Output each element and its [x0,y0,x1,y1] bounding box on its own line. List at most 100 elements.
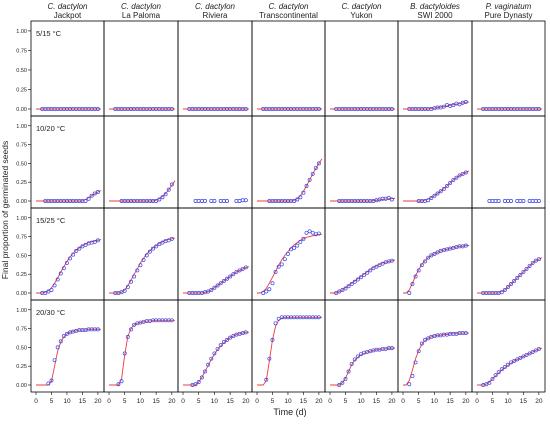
fit-curve [109,319,175,386]
data-point [457,102,462,107]
data-point [270,281,275,286]
data-point [163,192,168,197]
panel [397,115,473,209]
data-point [55,277,60,282]
fit-curve [330,197,396,202]
x-tick-label: 10 [284,398,292,405]
data-point [61,334,66,339]
panel [397,207,473,301]
data-point [352,279,357,284]
column-header-cultivar: Jackpot [54,11,82,20]
data-point [234,269,239,274]
data-point [218,281,223,286]
data-point [435,250,440,255]
data-point [307,177,312,182]
data-point [407,382,412,387]
data-point [463,331,468,336]
x-tick-label: 0 [475,398,479,405]
x-tick-label: 10 [137,398,145,405]
data-point [527,199,532,203]
data-point [209,199,214,203]
data-point [432,251,437,256]
panel-frame [177,115,253,209]
data-point [304,183,309,188]
panel-frame [177,20,253,117]
fit-curve [183,331,249,386]
data-point [533,199,538,203]
x-tick-label: 0 [255,398,259,405]
row-label: 20/30 °C [36,308,66,317]
panel-frame [324,115,399,209]
data-point [160,240,165,245]
column-header-species: C. dactylon [268,2,309,11]
data-point [316,315,321,320]
y-tick-label: 1.00 [16,124,27,130]
data-point [301,190,306,195]
panel-frame [324,207,399,301]
data-point [61,266,66,271]
data-point [463,170,468,175]
data-point [389,197,394,202]
data-point [438,189,443,194]
data-point [536,199,541,203]
x-tick-label: 10 [504,398,512,405]
data-point [74,248,79,253]
data-point [355,277,360,282]
x-tick-label: 0 [34,398,38,405]
y-tick-label: 0.25 [16,180,27,186]
panel [471,20,546,117]
data-point [493,373,498,378]
x-tick-label: 20 [242,398,250,405]
panel: 0 5 10 15 20 [324,299,399,405]
data-point [304,230,309,235]
data-point [524,266,529,271]
data-point [125,334,130,339]
panel [397,20,473,117]
data-point [502,288,507,292]
data-point [292,245,297,250]
panel [103,207,179,301]
data-point [521,199,526,203]
data-point [524,352,529,357]
data-point [119,290,124,295]
data-point [52,283,57,288]
data-point [157,242,162,247]
data-point [295,197,300,202]
data-point [362,272,366,277]
panel [251,207,326,301]
y-tick-label: 1.00 [16,216,27,222]
x-tick-label: 15 [153,398,161,405]
data-point [340,288,345,292]
x-axis-label: Time (d) [273,407,306,417]
panel [103,115,179,209]
data-point [154,199,159,203]
x-tick-label: 10 [431,398,439,405]
data-point [349,282,354,286]
data-point [83,242,88,247]
panel [251,20,326,117]
column-header-species: B. dactyloides [410,2,460,11]
data-point [141,257,146,262]
data-point [313,165,318,170]
y-axis-label: Final proportion of germinated seeds [0,141,10,279]
data-point [298,195,303,200]
panel [251,115,326,209]
data-point [199,375,204,380]
data-point [225,276,229,281]
panel [177,207,253,301]
data-point [273,269,278,274]
data-point [295,243,300,248]
column-header-cultivar: SWI 2000 [417,11,453,20]
data-point [267,287,272,292]
data-point [512,358,517,363]
x-tick-label: 20 [535,398,543,405]
data-point [64,260,69,265]
data-point [530,260,535,265]
x-tick-label: 20 [462,398,470,405]
data-point [490,199,495,203]
data-point [116,382,121,387]
data-point [243,330,248,335]
data-point [279,262,284,267]
y-tick-label: 0.50 [16,253,27,259]
